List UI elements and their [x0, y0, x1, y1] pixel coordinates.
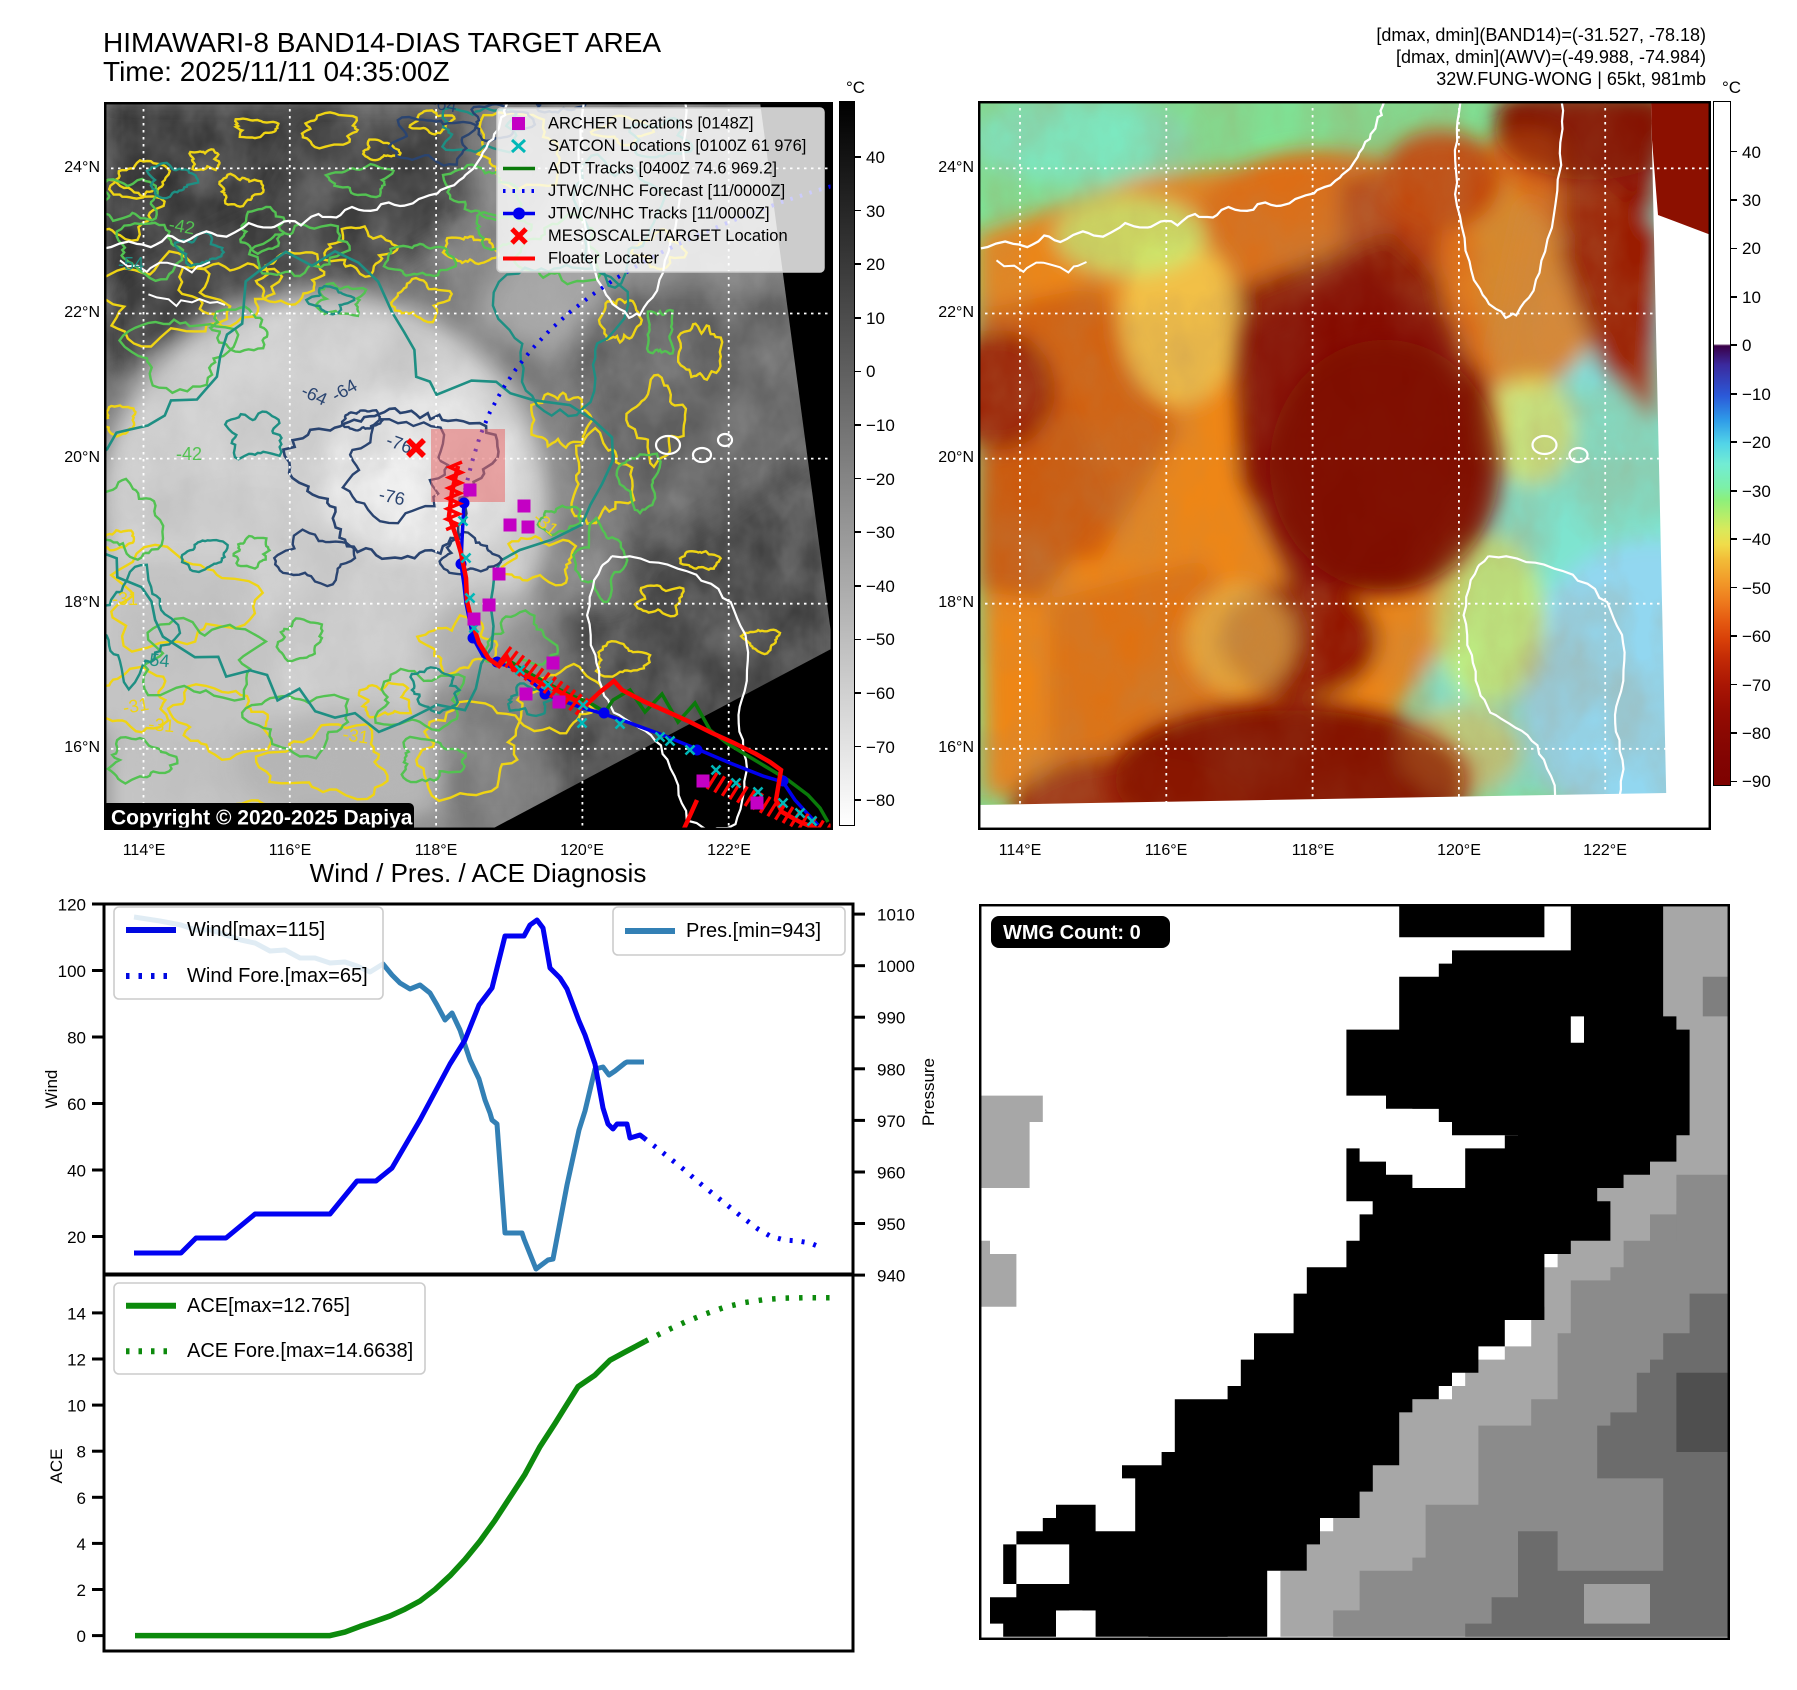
svg-text:ACE: ACE [47, 1449, 66, 1484]
svg-text:Pressure: Pressure [919, 1058, 938, 1126]
svg-text:-54: -54 [118, 254, 144, 274]
svg-text:Floater Locater: Floater Locater [548, 250, 659, 268]
svg-text:MESOSCALE/TARGET Location: MESOSCALE/TARGET Location [548, 227, 788, 245]
svg-text:120: 120 [58, 896, 86, 915]
svg-text:1000: 1000 [877, 957, 915, 976]
svg-text:ACE[max=12.765]: ACE[max=12.765] [187, 1295, 350, 1317]
svg-text:-31: -31 [341, 724, 370, 747]
svg-text:JTWC/NHC Tracks [11/0000Z]: JTWC/NHC Tracks [11/0000Z] [548, 205, 770, 223]
svg-text:ACE Fore.[max=14.6638]: ACE Fore.[max=14.6638] [187, 1340, 413, 1362]
svg-text:-54: -54 [143, 649, 171, 671]
svg-text:WMG Count: 0: WMG Count: 0 [1003, 922, 1141, 944]
svg-text:950: 950 [877, 1215, 905, 1234]
svg-text:-31: -31 [121, 694, 150, 718]
svg-text:970: 970 [877, 1112, 905, 1131]
svg-text:-64: -64 [429, 102, 458, 116]
svg-text:Wind[max=115]: Wind[max=115] [187, 919, 325, 941]
svg-text:Wind / Pres. / ACE Diagnosis: Wind / Pres. / ACE Diagnosis [310, 860, 647, 888]
svg-text:12: 12 [67, 1351, 86, 1370]
svg-text:960: 960 [877, 1164, 905, 1183]
svg-text:60: 60 [67, 1095, 86, 1114]
svg-text:14: 14 [67, 1304, 86, 1323]
svg-text:-42: -42 [167, 214, 196, 238]
svg-text:4: 4 [77, 1535, 86, 1554]
svg-text:2: 2 [77, 1581, 86, 1600]
svg-text:80: 80 [67, 1029, 86, 1048]
svg-text:JTWC/NHC Forecast [11/0000Z]: JTWC/NHC Forecast [11/0000Z] [548, 182, 785, 200]
svg-text:ADT Tracks [0400Z 74.6 969.2]: ADT Tracks [0400Z 74.6 969.2] [548, 160, 777, 178]
svg-text:8: 8 [77, 1443, 86, 1462]
svg-text:990: 990 [877, 1009, 905, 1028]
svg-text:ARCHER Locations [0148Z]: ARCHER Locations [0148Z] [548, 115, 753, 133]
svg-text:-31: -31 [112, 589, 138, 609]
svg-text:980: 980 [877, 1060, 905, 1079]
svg-text:-42: -42 [176, 444, 202, 464]
svg-text:SATCON Locations [0100Z 61 976: SATCON Locations [0100Z 61 976] [548, 137, 806, 155]
svg-text:40: 40 [67, 1162, 86, 1181]
svg-text:-31: -31 [148, 714, 176, 736]
svg-text:6: 6 [77, 1489, 86, 1508]
svg-text:10: 10 [67, 1397, 86, 1416]
svg-text:0: 0 [77, 1627, 86, 1646]
svg-text:1010: 1010 [877, 906, 915, 925]
svg-text:Wind Fore.[max=65]: Wind Fore.[max=65] [187, 965, 368, 987]
svg-text:Copyright © 2020-2025 Dapiya: Copyright © 2020-2025 Dapiya [111, 807, 413, 830]
svg-text:940: 940 [877, 1267, 905, 1286]
svg-text:Pres.[min=943]: Pres.[min=943] [686, 920, 821, 942]
svg-text:100: 100 [58, 962, 86, 981]
svg-text:20: 20 [67, 1228, 86, 1247]
svg-text:Wind: Wind [42, 1070, 61, 1109]
